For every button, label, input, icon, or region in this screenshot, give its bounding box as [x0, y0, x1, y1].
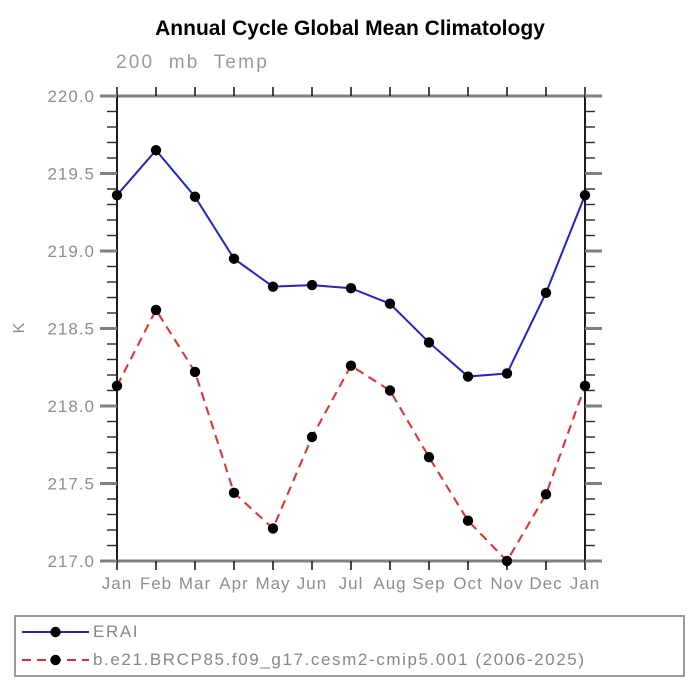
legend-row-model: b.e21.BRCP85.f09_g17.cesm2-cmip5.001 (20…	[19, 647, 683, 674]
data-point	[189, 366, 201, 378]
y-tick-label: 219.5	[47, 165, 95, 184]
data-point	[150, 304, 162, 316]
x-tick-label: Jan	[102, 574, 132, 593]
data-point	[501, 368, 513, 379]
legend-row-erai: ERAI	[19, 618, 683, 645]
y-tick-label: 219.0	[47, 242, 95, 261]
data-point	[540, 287, 552, 299]
data-point	[384, 298, 396, 309]
chart-subtitle: 200 mb Temp	[116, 52, 269, 73]
series-line-model	[116, 307, 586, 563]
x-tick-label: Feb	[140, 574, 172, 593]
axis-tick-labels: Jan Feb Mar Apr May Jun Jul Aug Sep Oct Nov Dec Jan 2…	[47, 87, 600, 593]
data-point	[189, 191, 201, 202]
legend-swatch-dashed-red-line	[22, 654, 89, 666]
y-tick-label: 218.0	[47, 397, 95, 416]
y-tick-label: 218.5	[47, 320, 95, 339]
x-tick-label: Jun	[297, 574, 327, 593]
data-point	[423, 337, 435, 348]
data-point	[423, 451, 435, 463]
data-point	[345, 360, 357, 371]
x-tick-label: Oct	[453, 574, 482, 593]
legend-marker-dot	[50, 654, 61, 666]
data-point	[306, 431, 318, 443]
y-tick-label: 217.5	[47, 475, 95, 494]
legend-box: ERAI b.e21.BRCP85.f09_g17.cesm2-cmip5.00…	[14, 615, 685, 677]
axis-ticks	[100, 87, 602, 570]
data-point	[150, 145, 162, 156]
data-series	[111, 145, 591, 567]
data-point	[579, 380, 591, 392]
legend-label-model: b.e21.BRCP85.f09_g17.cesm2-cmip5.001 (20…	[93, 650, 586, 670]
data-point	[228, 487, 240, 498]
series-line-erai	[116, 148, 586, 378]
data-point	[345, 283, 357, 294]
x-tick-label: Nov	[490, 574, 523, 593]
data-point	[267, 523, 279, 534]
x-tick-label: Sep	[412, 574, 445, 593]
axes	[116, 94, 586, 563]
data-point	[111, 190, 123, 201]
data-point	[579, 190, 591, 201]
data-point	[267, 281, 279, 292]
data-point	[540, 489, 552, 500]
legend-label-erai: ERAI	[93, 621, 140, 641]
x-tick-label: Aug	[373, 574, 406, 593]
data-point	[384, 385, 396, 396]
data-point	[228, 253, 240, 264]
y-tick-label: 220.0	[47, 87, 95, 106]
x-tick-label: Dec	[529, 574, 562, 593]
legend-marker-dot	[50, 626, 61, 638]
x-tick-label: Jul	[339, 574, 364, 593]
y-tick-label: 217.0	[47, 552, 95, 571]
data-point	[462, 515, 474, 526]
data-point	[306, 279, 318, 291]
data-point	[501, 555, 513, 567]
data-point	[111, 380, 123, 392]
x-tick-label: Jan	[570, 574, 600, 593]
x-tick-label: Apr	[219, 574, 248, 593]
chart-title: Annual Cycle Global Mean Climatology	[155, 17, 545, 40]
legend-swatch-solid-blue-line	[22, 626, 89, 638]
x-tick-label: May	[255, 574, 290, 593]
x-tick-label: Mar	[179, 574, 211, 593]
data-point	[462, 371, 474, 382]
